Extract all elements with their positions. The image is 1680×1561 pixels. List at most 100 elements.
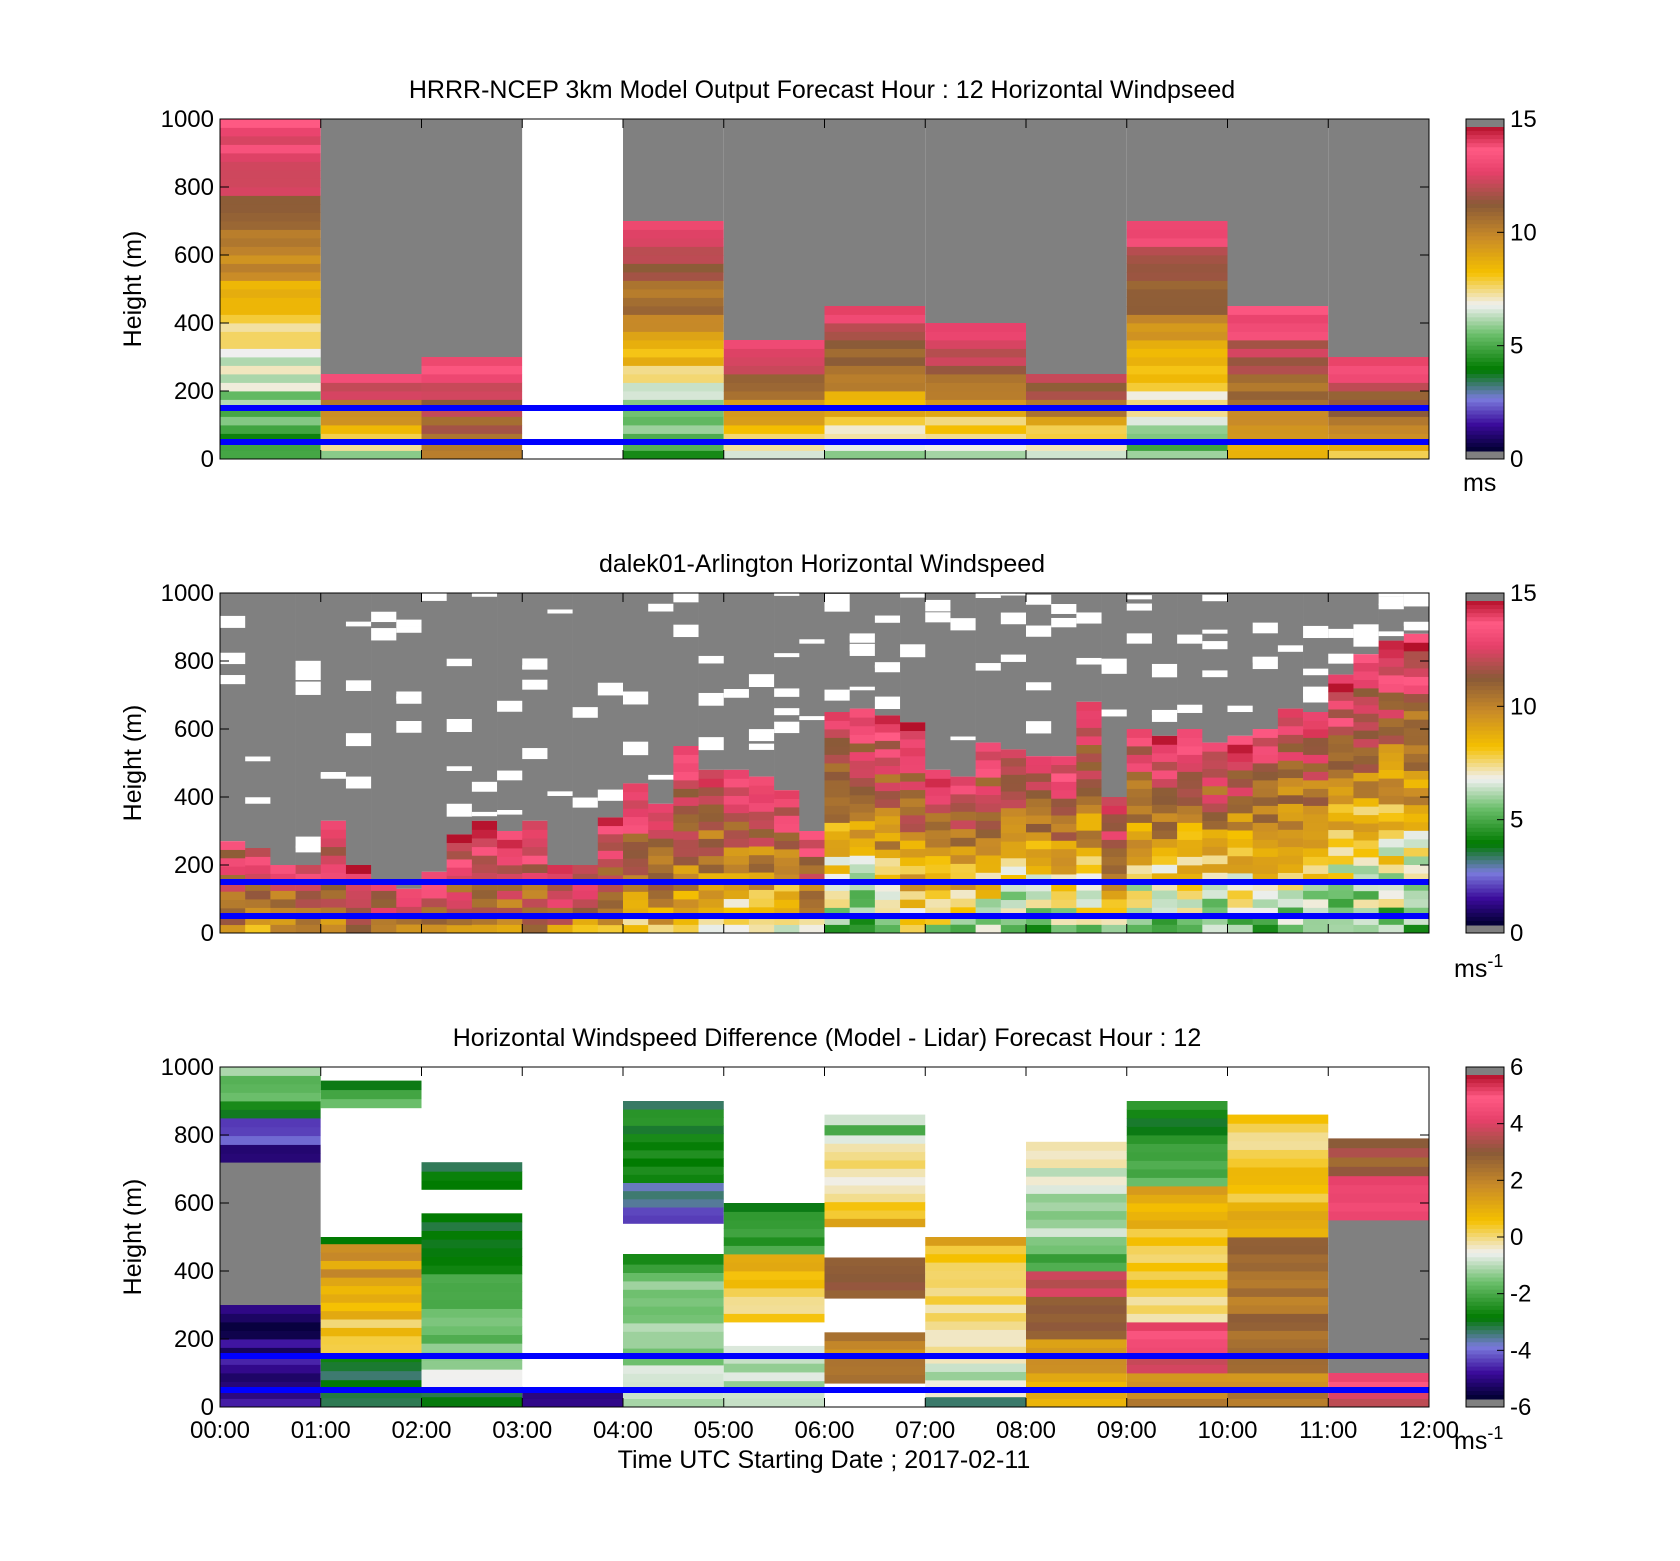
heatmap-cell [723, 416, 825, 426]
panel-model-x-tick-marks [219, 119, 1430, 459]
heatmap-cell [1277, 872, 1304, 882]
heatmap-cell [623, 883, 649, 892]
heatmap-cell [446, 916, 473, 926]
heatmap-cell [1126, 408, 1228, 417]
panel-lidar-reference-lines [220, 879, 1429, 919]
heatmap-cell [874, 790, 901, 800]
heatmap-cell [824, 797, 850, 806]
heatmap-cell [1126, 899, 1153, 908]
heatmap-cell [1126, 280, 1228, 290]
heatmap-cell [1026, 773, 1052, 782]
heatmap-cell [723, 872, 750, 882]
heatmap-cell [849, 751, 876, 761]
heatmap-cell [774, 899, 800, 909]
heatmap-cell [1126, 737, 1153, 747]
heatmap-cell [1026, 899, 1052, 909]
heatmap-cell [1303, 822, 1329, 832]
heatmap-cell [1303, 916, 1329, 925]
heatmap-cell [623, 808, 649, 818]
heatmap-cell [220, 127, 321, 137]
heatmap-cell [723, 1372, 825, 1382]
heatmap-cell [799, 890, 825, 900]
colorbar-band [1466, 224, 1504, 229]
heatmap-cell [1151, 872, 1178, 882]
heatmap-cell [774, 790, 800, 799]
panel-lidar: dalek01-Arlington Horizontal Windspeed 0… [119, 550, 1537, 983]
heatmap-cell [1101, 848, 1128, 857]
heatmap-cell [1026, 789, 1052, 799]
heatmap-cell [1227, 915, 1253, 925]
heatmap-cell [1126, 1152, 1228, 1161]
heatmap-cell [723, 357, 825, 366]
heatmap-cell [723, 1203, 825, 1212]
no-data-cell [1000, 593, 1027, 596]
heatmap-cell [874, 916, 901, 926]
heatmap-cell [421, 1239, 523, 1249]
heatmap-cell [1126, 289, 1228, 298]
colorbar-tick-label: 15 [1510, 106, 1537, 133]
heatmap-cell [748, 906, 775, 917]
heatmap-cell [421, 450, 523, 460]
heatmap-cell [723, 795, 750, 805]
colorbar-band [1466, 916, 1504, 922]
heatmap-cell [1227, 408, 1329, 417]
heatmap-cell [648, 881, 674, 891]
heatmap-cell [1126, 399, 1228, 409]
heatmap-cell [900, 764, 926, 774]
heatmap-cell [1403, 804, 1430, 814]
heatmap-cell [1403, 915, 1430, 925]
heatmap-cell [1126, 416, 1228, 426]
no-data-cell [673, 624, 699, 638]
heatmap-cell [1126, 1143, 1228, 1153]
heatmap-cell [673, 831, 699, 840]
heatmap-cell [471, 881, 498, 891]
heatmap-cell [1403, 633, 1430, 643]
heatmap-cell [1177, 873, 1203, 883]
heatmap-cell [1126, 255, 1228, 264]
colorbar-band [1466, 1139, 1504, 1145]
heatmap-cell [623, 229, 724, 239]
heatmap-cell [371, 899, 397, 908]
colorbar-band [1466, 1386, 1504, 1392]
colorbar-band [1466, 305, 1504, 310]
no-data-cell [1000, 612, 1027, 625]
heatmap-cell [1227, 1202, 1329, 1212]
missing-data-cell [1126, 119, 1228, 221]
no-data-cell [471, 781, 498, 792]
heatmap-cell [1328, 812, 1354, 822]
heatmap-cell [1026, 840, 1052, 850]
heatmap-cell [723, 855, 750, 865]
heatmap-cell [723, 425, 825, 434]
heatmap-cell [1202, 803, 1228, 813]
heatmap-cell [1328, 425, 1429, 434]
heatmap-cell [849, 769, 876, 779]
heatmap-cell [925, 425, 1026, 434]
heatmap-cell [1026, 1288, 1127, 1297]
heatmap-cell [1277, 760, 1304, 770]
heatmap-cell [874, 866, 901, 875]
heatmap-cell [320, 1098, 422, 1109]
heatmap-cell [1328, 829, 1354, 839]
heatmap-cell [572, 924, 599, 934]
heatmap-cell [220, 178, 321, 188]
missing-data-cell [320, 593, 347, 821]
heatmap-cell [1252, 746, 1279, 755]
heatmap-cell [1026, 823, 1052, 833]
heatmap-cell [1000, 757, 1027, 767]
heatmap-cell [1252, 763, 1279, 772]
heatmap-cell [1328, 1381, 1429, 1391]
colorbar-band [1466, 673, 1504, 679]
no-data-cell [1126, 595, 1153, 600]
heatmap-cell [623, 1190, 724, 1200]
colorbar-band [1466, 1200, 1504, 1206]
heatmap-cell [1227, 795, 1253, 805]
heatmap-cell [1277, 898, 1304, 908]
heatmap-cell [1026, 1141, 1127, 1151]
colorbar-band [1466, 1196, 1504, 1202]
no-data-cell [345, 621, 372, 627]
heatmap-cell [295, 873, 322, 883]
no-data-cell [748, 729, 775, 742]
heatmap-cell [849, 863, 876, 873]
